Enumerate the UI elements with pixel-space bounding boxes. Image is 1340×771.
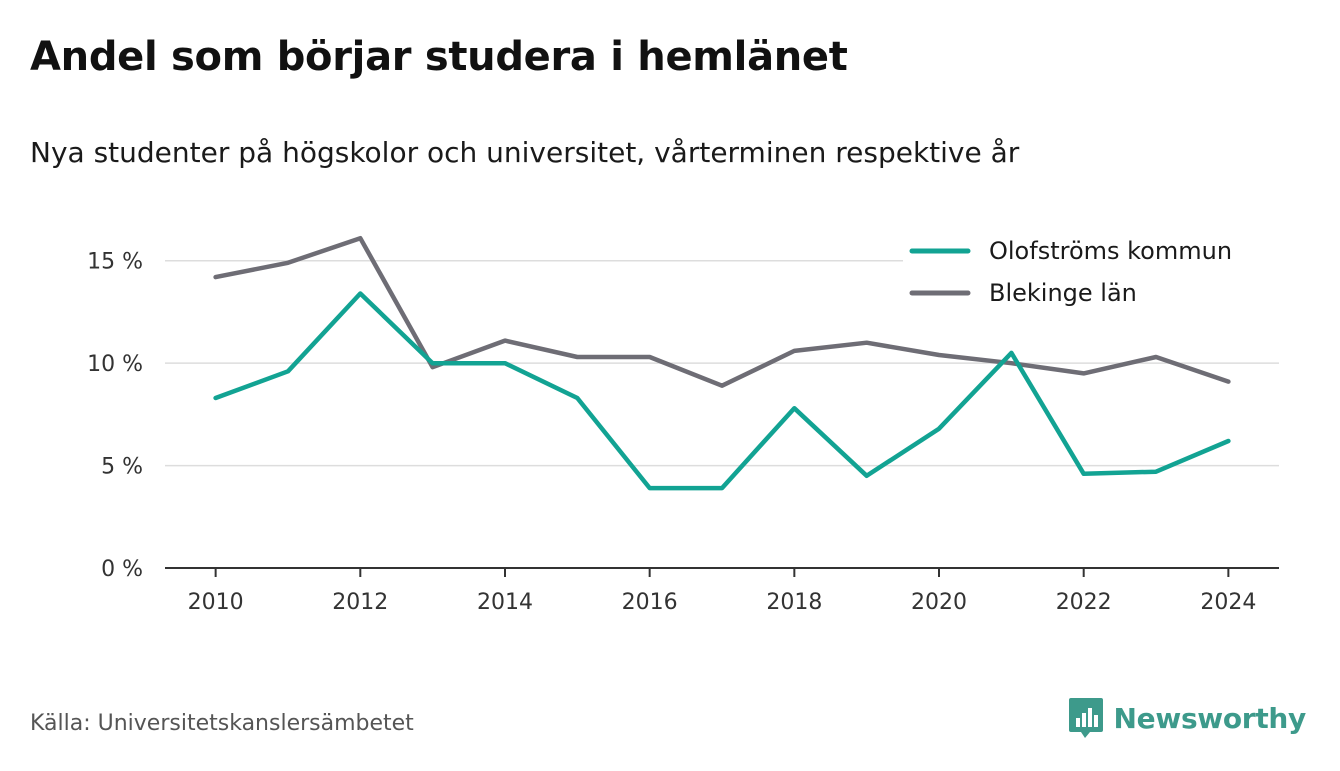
x-tick-label: 2022	[1056, 590, 1112, 615]
x-tick-label: 2024	[1200, 590, 1256, 615]
y-tick-label: 15 %	[87, 250, 143, 275]
y-tick-label: 0 %	[101, 557, 143, 582]
x-tick-label: 2010	[188, 590, 244, 615]
legend-label: Blekinge län	[989, 279, 1137, 307]
series-lines	[213, 235, 1231, 491]
source-note: Källa: Universitetskanslersämbetet	[30, 711, 414, 736]
series-line-2	[213, 235, 1231, 388]
y-axis-labels: 0 % 5 % 10 % 15 %	[87, 250, 143, 582]
y-tick-label: 5 %	[101, 455, 143, 480]
chart-subtitle: Nya studenter på högskolor och universit…	[30, 136, 1020, 169]
x-tick-label: 2016	[622, 590, 678, 615]
y-tick-label: 10 %	[87, 352, 143, 377]
x-axis-labels: 2010 2012 2014 2016 2018 2020 2022 2024	[188, 590, 1257, 615]
x-tick-label: 2018	[766, 590, 822, 615]
x-tick-label: 2012	[332, 590, 388, 615]
legend-label: Olofströms kommun	[989, 237, 1232, 265]
series-line-1	[213, 291, 1231, 491]
legend: Olofströms kommun Blekinge län	[903, 228, 1279, 314]
newsworthy-logo-icon	[1068, 698, 1103, 738]
legend-background	[903, 228, 1279, 314]
brand-logo: Newsworthy	[1068, 696, 1306, 740]
chart-title: Andel som börjar studera i hemlänet	[30, 34, 848, 80]
brand-name: Newsworthy	[1113, 701, 1307, 735]
x-axis	[165, 567, 1279, 577]
x-tick-label: 2020	[911, 590, 967, 615]
x-tick-label: 2014	[477, 590, 533, 615]
